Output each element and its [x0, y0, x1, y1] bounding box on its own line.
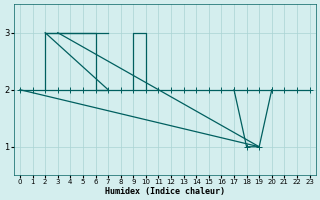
- X-axis label: Humidex (Indice chaleur): Humidex (Indice chaleur): [105, 187, 225, 196]
